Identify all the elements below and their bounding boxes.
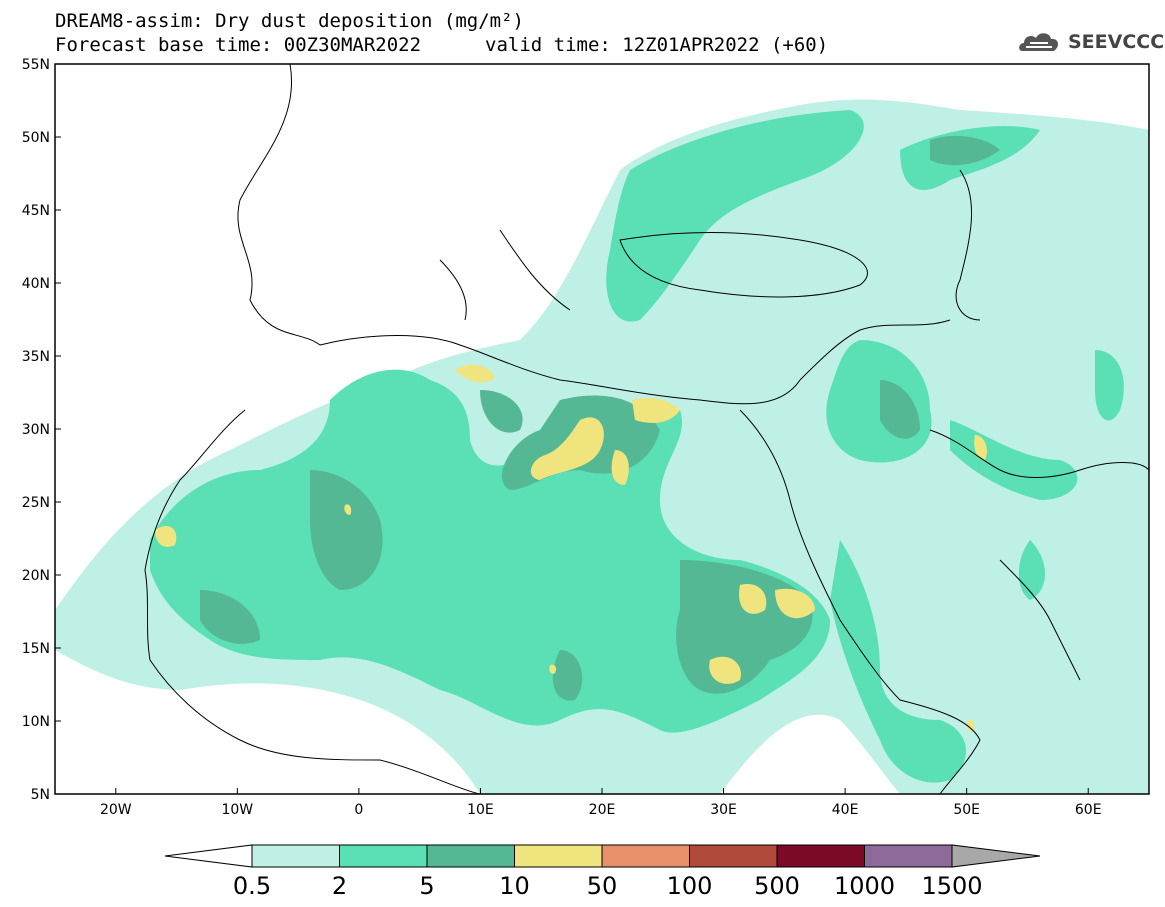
lon-label: 20E	[589, 802, 616, 818]
colorbar-label: 100	[666, 872, 713, 900]
colorbar-swatch	[864, 844, 953, 868]
colorbar-swatch	[776, 844, 865, 868]
colorbar-over-triangle	[951, 844, 1041, 868]
lon-label: 20W	[100, 802, 132, 818]
lat-label: 25N	[22, 495, 50, 511]
map-title: DREAM8-assim: Dry dust deposition (mg/m²…	[55, 10, 524, 32]
colorbar-label: 1500	[921, 872, 983, 900]
lon-label: 50E	[953, 802, 980, 818]
colorbar-label: 0.5	[232, 872, 272, 900]
lat-label: 20N	[22, 568, 50, 584]
colorbar-under-triangle	[164, 844, 253, 868]
colorbar	[164, 844, 1041, 868]
colorbar-label: 500	[754, 872, 800, 900]
lat-label: 15N	[22, 641, 50, 657]
colorbar-swatch	[251, 844, 340, 868]
cloud-logo-icon	[1019, 33, 1059, 51]
lat-label: 35N	[22, 349, 50, 365]
longitude-axis: 20W 10W 0 10E 20E 30E 40E 50E 60E	[100, 788, 1102, 818]
forecast-base-time: Forecast base time: 00Z30MAR2022	[55, 34, 422, 56]
deposition-level-4	[155, 364, 987, 732]
colorbar-label: 2	[331, 872, 348, 900]
lat-label: 50N	[22, 130, 50, 146]
lat-label: 45N	[22, 203, 50, 219]
colorbar-label: 1000	[833, 872, 896, 900]
lat-label: 5N	[31, 787, 50, 803]
lon-label: 10E	[467, 802, 494, 818]
valid-time: valid time: 12Z01APR2022 (+60)	[485, 34, 829, 56]
colorbar-label: 5	[419, 872, 435, 900]
lon-label: 60E	[1075, 802, 1102, 818]
lat-label: 40N	[22, 276, 50, 292]
lat-label: 30N	[22, 422, 50, 438]
colorbar-swatch	[339, 844, 428, 868]
colorbar-swatch	[601, 844, 690, 868]
lat-label: 10N	[22, 714, 50, 730]
lon-label: 40E	[832, 802, 859, 818]
lon-label: 30E	[710, 802, 737, 818]
deposition-level-2	[150, 110, 1124, 783]
lon-label: 0	[354, 802, 363, 818]
latitude-axis: 55N 50N 45N 40N 35N 30N 25N 20N 15N 10N 5N	[22, 57, 61, 803]
coastlines	[144, 64, 1149, 794]
colorbar-label: 50	[586, 872, 618, 900]
colorbar-swatch	[689, 844, 778, 868]
lon-label: 10W	[221, 802, 253, 818]
logo-text: SEEVCCC	[1068, 31, 1165, 53]
dust-field	[55, 99, 1149, 794]
colorbar-label: 10	[499, 872, 530, 900]
lat-label: 55N	[22, 57, 50, 73]
colorbar-swatch	[514, 844, 603, 868]
colorbar-swatch	[426, 844, 515, 868]
